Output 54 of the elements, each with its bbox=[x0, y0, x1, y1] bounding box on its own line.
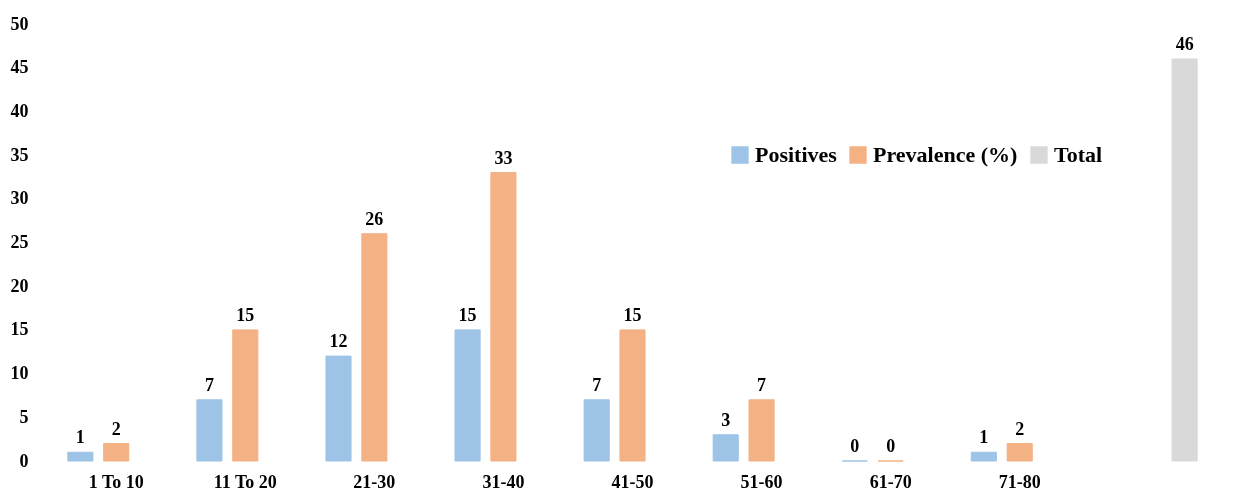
y-tick-label: 35 bbox=[10, 144, 29, 165]
data-label: 15 bbox=[458, 304, 477, 325]
y-tick-label: 50 bbox=[10, 13, 29, 34]
legend-label: Positives bbox=[755, 142, 838, 167]
data-label: 2 bbox=[1015, 418, 1025, 439]
y-tick-label: 30 bbox=[10, 188, 29, 209]
bar bbox=[325, 355, 352, 462]
y-tick-label: 20 bbox=[10, 275, 29, 296]
data-label: 3 bbox=[721, 409, 731, 430]
bar bbox=[619, 329, 646, 462]
bar bbox=[196, 399, 223, 462]
data-label: 26 bbox=[365, 208, 384, 229]
bar bbox=[67, 451, 94, 462]
bar bbox=[232, 329, 259, 462]
x-tick-label: 11 To 20 bbox=[213, 471, 277, 492]
legend-label: Prevalence (%) bbox=[873, 142, 1018, 167]
y-tick-label: 25 bbox=[10, 232, 29, 252]
data-label: 12 bbox=[329, 331, 348, 352]
bar bbox=[712, 434, 739, 462]
x-tick-label: 61-70 bbox=[869, 471, 912, 492]
bar bbox=[970, 451, 997, 462]
data-label: 0 bbox=[886, 436, 896, 456]
bar bbox=[1006, 443, 1033, 462]
data-label: 0 bbox=[850, 436, 860, 456]
data-label: 7 bbox=[204, 374, 214, 395]
x-tick-label: 71-80 bbox=[998, 471, 1041, 492]
x-tick-label: 51-60 bbox=[740, 471, 783, 492]
x-tick-label: 1 To 10 bbox=[88, 471, 144, 492]
bar bbox=[454, 329, 481, 462]
legend-label: Total bbox=[1054, 142, 1103, 167]
data-label: 2 bbox=[111, 418, 121, 439]
data-label: 15 bbox=[623, 304, 642, 325]
y-tick-label: 40 bbox=[10, 100, 29, 121]
data-label: 7 bbox=[592, 374, 602, 395]
data-label: 46 bbox=[1175, 33, 1194, 54]
bar bbox=[490, 172, 517, 462]
bar bbox=[1171, 58, 1198, 462]
bar bbox=[583, 399, 610, 462]
x-tick-label: 41-50 bbox=[611, 471, 654, 492]
bar bbox=[103, 443, 130, 462]
data-label: 15 bbox=[236, 304, 255, 325]
y-tick-label: 15 bbox=[10, 319, 29, 340]
data-label: 33 bbox=[494, 147, 513, 168]
data-label: 1 bbox=[75, 427, 85, 448]
bar bbox=[361, 233, 388, 462]
y-tick-label: 5 bbox=[19, 406, 29, 427]
x-tick-label: 31-40 bbox=[482, 471, 525, 492]
y-tick-label: 45 bbox=[10, 57, 29, 78]
y-tick-label: 10 bbox=[10, 363, 29, 384]
data-label: 7 bbox=[757, 374, 767, 395]
bar bbox=[748, 399, 775, 462]
y-tick-label: 0 bbox=[19, 450, 29, 471]
x-tick-label: 21-30 bbox=[353, 471, 396, 492]
data-label: 1 bbox=[979, 427, 989, 448]
